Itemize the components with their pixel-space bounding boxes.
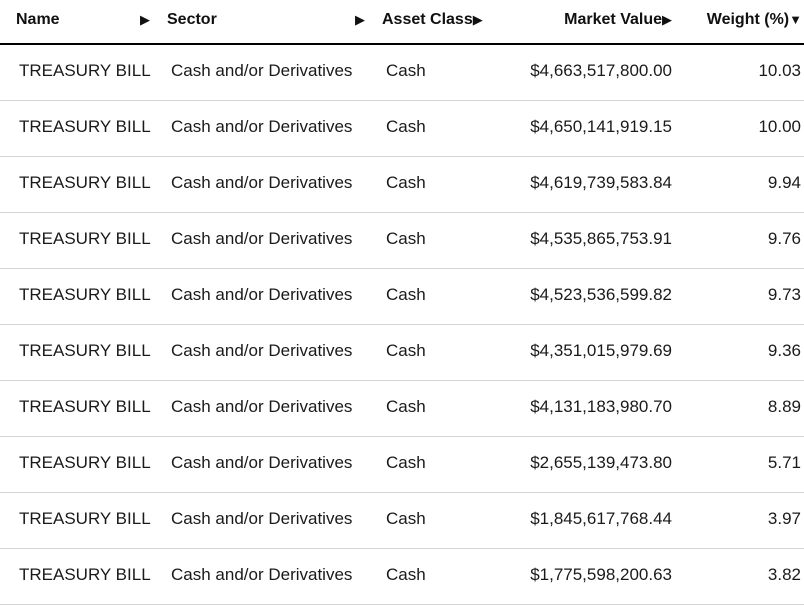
- column-header-sector[interactable]: Sector ▶: [167, 9, 369, 31]
- cell-market-value: $2,655,139,473.80: [530, 453, 672, 472]
- table-row: TREASURY BILL Cash and/or Derivatives Ca…: [0, 101, 804, 157]
- cell-market-value: $4,619,739,583.84: [530, 173, 672, 192]
- cell-name: TREASURY BILL: [19, 173, 151, 192]
- column-header-label: Name: [16, 11, 60, 28]
- table-row: TREASURY BILL Cash and/or Derivatives Ca…: [0, 45, 804, 101]
- cell-sector: Cash and/or Derivatives: [171, 285, 353, 304]
- cell-market-value: $4,650,141,919.15: [530, 117, 672, 136]
- cell-name: TREASURY BILL: [19, 285, 151, 304]
- cell-sector: Cash and/or Derivatives: [171, 229, 353, 248]
- table-row: TREASURY BILL Cash and/or Derivatives Ca…: [0, 325, 804, 381]
- cell-market-value: $4,523,536,599.82: [530, 285, 672, 304]
- cell-weight: 9.36: [767, 341, 801, 360]
- sort-triangle-right-icon: ▶: [140, 12, 150, 27]
- cell-market-value: $4,535,865,753.91: [530, 229, 672, 248]
- cell-sector: Cash and/or Derivatives: [171, 173, 353, 192]
- cell-sector: Cash and/or Derivatives: [171, 117, 353, 136]
- column-header-weight[interactable]: Weight (%)▼: [676, 9, 802, 31]
- column-header-label: Asset Class: [382, 11, 473, 28]
- cell-name: TREASURY BILL: [19, 61, 151, 80]
- table-row: TREASURY BILL Cash and/or Derivatives Ca…: [0, 437, 804, 493]
- cell-name: TREASURY BILL: [19, 117, 151, 136]
- cell-asset-class: Cash: [386, 229, 426, 248]
- column-header-asset-class[interactable]: Asset Class▶: [382, 9, 498, 31]
- cell-name: TREASURY BILL: [19, 453, 151, 472]
- cell-market-value: $4,351,015,979.69: [530, 341, 672, 360]
- cell-weight: 10.03: [758, 61, 801, 80]
- table-row: TREASURY BILL Cash and/or Derivatives Ca…: [0, 213, 804, 269]
- cell-weight: 3.97: [767, 509, 801, 528]
- cell-name: TREASURY BILL: [19, 341, 151, 360]
- table-row: TREASURY BILL Cash and/or Derivatives Ca…: [0, 157, 804, 213]
- sort-triangle-down-icon: ▼: [789, 12, 802, 27]
- cell-weight: 3.82: [767, 565, 801, 584]
- column-header-label: Market Value: [564, 11, 662, 28]
- cell-sector: Cash and/or Derivatives: [171, 509, 353, 528]
- cell-asset-class: Cash: [386, 173, 426, 192]
- cell-name: TREASURY BILL: [19, 397, 151, 416]
- sort-triangle-right-icon: ▶: [662, 12, 672, 27]
- table-row: TREASURY BILL Cash and/or Derivatives Ca…: [0, 493, 804, 549]
- cell-weight: 9.94: [767, 173, 801, 192]
- cell-asset-class: Cash: [386, 453, 426, 472]
- cell-market-value: $4,663,517,800.00: [530, 61, 672, 80]
- cell-sector: Cash and/or Derivatives: [171, 397, 353, 416]
- cell-name: TREASURY BILL: [19, 565, 151, 584]
- cell-market-value: $1,845,617,768.44: [530, 509, 672, 528]
- cell-weight: 8.89: [767, 397, 801, 416]
- cell-asset-class: Cash: [386, 117, 426, 136]
- cell-asset-class: Cash: [386, 285, 426, 304]
- table-row: TREASURY BILL Cash and/or Derivatives Ca…: [0, 381, 804, 437]
- cell-sector: Cash and/or Derivatives: [171, 61, 353, 80]
- column-header-market-value[interactable]: Market Value▶: [510, 9, 672, 31]
- cell-weight: 9.73: [767, 285, 801, 304]
- column-header-label: Weight (%): [706, 11, 790, 28]
- cell-name: TREASURY BILL: [19, 229, 151, 248]
- sort-triangle-right-icon: ▶: [355, 12, 365, 27]
- cell-sector: Cash and/or Derivatives: [171, 565, 353, 584]
- cell-weight: 10.00: [758, 117, 801, 136]
- cell-asset-class: Cash: [386, 61, 426, 80]
- cell-sector: Cash and/or Derivatives: [171, 341, 353, 360]
- sort-triangle-right-icon: ▶: [472, 12, 483, 27]
- cell-asset-class: Cash: [386, 341, 426, 360]
- table-row: TREASURY BILL Cash and/or Derivatives Ca…: [0, 549, 804, 605]
- cell-name: TREASURY BILL: [19, 509, 151, 528]
- column-header-label: Sector: [167, 11, 217, 28]
- cell-weight: 9.76: [767, 229, 801, 248]
- cell-sector: Cash and/or Derivatives: [171, 453, 353, 472]
- cell-asset-class: Cash: [386, 565, 426, 584]
- cell-market-value: $1,775,598,200.63: [530, 565, 672, 584]
- table-row: TREASURY BILL Cash and/or Derivatives Ca…: [0, 269, 804, 325]
- table-header: Name ▶ Sector ▶ Asset Class▶ Market Valu…: [0, 0, 804, 45]
- cell-asset-class: Cash: [386, 397, 426, 416]
- column-header-name[interactable]: Name ▶: [16, 9, 156, 31]
- table-body: TREASURY BILL Cash and/or Derivatives Ca…: [0, 45, 804, 605]
- cell-market-value: $4,131,183,980.70: [530, 397, 672, 416]
- cell-asset-class: Cash: [386, 509, 426, 528]
- cell-weight: 5.71: [767, 453, 801, 472]
